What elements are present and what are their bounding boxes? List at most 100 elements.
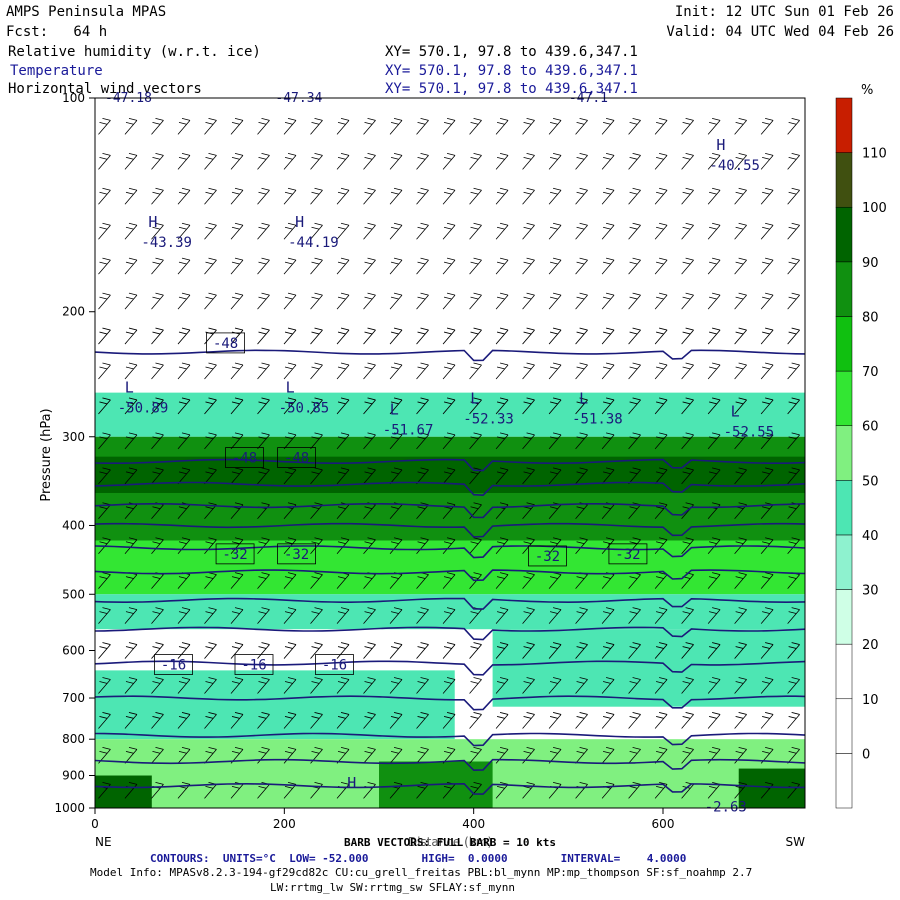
wind-barb (495, 781, 509, 799)
wind-barb (389, 222, 403, 240)
wind-barb (681, 747, 694, 764)
wind-barb (442, 292, 456, 310)
wind-barb (389, 187, 403, 205)
wind-barb (601, 642, 615, 659)
wind-barb (442, 222, 456, 240)
wind-barb (124, 257, 138, 275)
colorbar-label: 70 (862, 365, 879, 380)
wind-barb (177, 257, 191, 275)
extremum-value: -52.33 (463, 411, 514, 427)
wind-barb (416, 467, 429, 485)
wind-barb (575, 257, 588, 275)
wind-barb (98, 152, 111, 170)
extremum-value: -43.39 (141, 235, 192, 251)
wind-barb (469, 152, 482, 170)
wind-barb (628, 747, 641, 764)
wind-barb (575, 362, 588, 380)
wind-barb (548, 187, 562, 205)
wind-barb (310, 362, 323, 380)
wind-barb (98, 712, 111, 729)
model-info: Model Info: MPASv8.2.3-194-gf29cd82c CU:… (90, 866, 753, 879)
wind-barb (469, 187, 482, 205)
wind-barb (98, 362, 111, 380)
wind-barb (601, 327, 615, 345)
wind-barb (283, 572, 297, 589)
wind-barb (787, 467, 800, 485)
wind-barb (389, 257, 403, 275)
axes: 100 200 300 400 500 600 700 800 900 1000 0 200 400 60… (54, 91, 805, 849)
wind-barb (151, 397, 164, 415)
wind-barb (230, 362, 244, 380)
wind-barb (151, 292, 164, 310)
wind-barb (495, 152, 509, 170)
wind-barb (734, 781, 747, 799)
wind-barb (787, 607, 800, 624)
y-tick-label: 400 (62, 518, 85, 532)
wind-barb (98, 327, 111, 345)
wind-barb (389, 677, 403, 694)
wind-barb (495, 187, 509, 205)
init-time: Init: 12 UTC Sun 01 Feb 26 (674, 4, 894, 20)
wind-barb (283, 677, 297, 694)
x-end-label-right: SW (786, 835, 806, 849)
wind-barb (654, 537, 668, 554)
wind-barb (469, 677, 482, 694)
extremum-letter: L (286, 378, 295, 396)
wind-barb (257, 712, 270, 729)
wind-barb (177, 187, 191, 205)
colorbar-label: 60 (862, 420, 879, 435)
wind-barb (787, 362, 800, 380)
extremum-value: -2.63 (705, 799, 747, 815)
wind-barb (628, 187, 641, 205)
wind-barb (734, 432, 747, 450)
wind-barb (151, 432, 164, 450)
wind-barb (469, 781, 482, 799)
y-tick-label: 1000 (54, 801, 85, 815)
wind-barb (575, 712, 588, 729)
wind-barb (760, 152, 774, 170)
wind-barb (495, 747, 509, 764)
wind-barb (283, 257, 297, 275)
wind-barb (257, 327, 270, 345)
wind-barb (575, 187, 588, 205)
wind-barb (575, 467, 588, 485)
wind-barb (363, 362, 376, 380)
contour-label-box (206, 332, 246, 354)
wind-barb (628, 677, 641, 694)
wind-barb (469, 327, 482, 345)
wind-barb (310, 187, 323, 205)
temperature-contour (94, 522, 806, 538)
colorbar-label: 10 (862, 693, 879, 708)
wind-barb (204, 467, 217, 485)
extremum-letter: L (731, 402, 740, 420)
temperature-contours (94, 349, 806, 795)
wind-barb (177, 537, 191, 554)
wind-barb (151, 607, 164, 624)
wind-barb (495, 712, 509, 729)
wind-barb (681, 327, 694, 345)
contour-label-box (277, 447, 317, 468)
wind-barb (760, 677, 774, 694)
wind-barb (522, 257, 535, 275)
y-axis-label: Pressure (hPa) (39, 408, 54, 501)
y-tick-label: 900 (62, 769, 85, 783)
x-tick-label: 200 (273, 817, 296, 831)
wind-barb (230, 292, 244, 310)
wind-barb (416, 607, 429, 624)
wind-barb (787, 292, 800, 310)
extremum-letter: L (470, 389, 479, 407)
colorbar-label: 30 (862, 584, 879, 599)
extremum-letter: L (579, 389, 588, 407)
wind-barb (760, 642, 774, 659)
temperature-contour (94, 503, 806, 519)
wind-barb (151, 677, 164, 694)
wind-barb (469, 397, 482, 415)
plot-frame (94, 97, 806, 809)
wind-barb (124, 362, 138, 380)
wind-barb (654, 187, 668, 205)
wind-barb (442, 187, 456, 205)
model-info-physics: LW:rrtmg_lw SW:rrtmg_sw SFLAY:sf_mynn (270, 881, 516, 894)
x-tick-label: 400 (462, 817, 485, 831)
wind-barb (177, 292, 191, 310)
wind-barb (336, 257, 350, 275)
